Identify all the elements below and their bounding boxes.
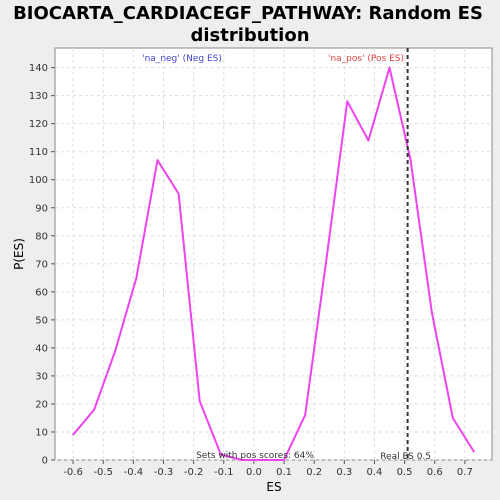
axes: -0.6 -0.5 -0.4 -0.3 -0.2 -0.1 0.0 0.1 0.2 0.3 0.4 0… [29, 63, 473, 478]
data-point [177, 192, 180, 195]
chart-title-line1: BIOCARTA_CARDIACEGF_PATHWAY: Random ES [13, 3, 483, 24]
data-point [304, 414, 307, 417]
x-tick-label: 0.5 [397, 467, 413, 478]
data-point [367, 139, 370, 142]
data-point [198, 400, 201, 403]
y-tick-label: 0 [42, 456, 48, 467]
pos-scores-label: Sets with pos scores: 64% [196, 451, 314, 461]
y-tick-label: 140 [29, 63, 48, 74]
y-tick-label: 30 [35, 371, 48, 382]
data-point [219, 453, 222, 456]
x-axis-label: ES [266, 480, 281, 494]
real-es-marker: Real ES 0.5 [380, 48, 431, 462]
x-tick-label: 0.6 [427, 467, 443, 478]
data-point [93, 408, 96, 411]
data-point [114, 349, 117, 352]
x-tick-label: -0.4 [124, 467, 144, 478]
distribution-line [72, 66, 475, 461]
data-point [72, 433, 74, 436]
data-point [409, 159, 412, 162]
y-tick-label: 50 [35, 315, 48, 326]
y-tick-label: 90 [35, 203, 48, 214]
neg-es-label: 'na_neg' (Neg ES) [142, 54, 222, 64]
data-point [135, 276, 138, 279]
data-point [262, 459, 264, 461]
data-point [156, 159, 159, 162]
pos-es-label: 'na_pos' (Pos ES) [328, 54, 404, 64]
x-tick-label: -0.5 [93, 467, 113, 478]
y-axis-label: P(ES) [12, 238, 26, 270]
data-point [346, 100, 349, 103]
data-point [388, 66, 391, 69]
data-point [240, 459, 243, 461]
series [72, 66, 475, 461]
x-tick-label: -0.6 [63, 467, 83, 478]
data-point [325, 260, 328, 262]
y-tick-label: 120 [29, 119, 48, 130]
data-point [430, 310, 433, 313]
y-tick-label: 110 [29, 147, 48, 158]
data-point [283, 459, 285, 461]
y-tick-label: 10 [35, 427, 48, 438]
data-point [451, 417, 454, 419]
data-point [473, 450, 475, 453]
y-tick-label: 80 [35, 231, 48, 242]
y-tick-label: 40 [35, 343, 48, 354]
x-tick-label: 0.1 [276, 467, 292, 478]
y-tick-label: 20 [35, 399, 48, 410]
x-tick-label: -0.3 [154, 467, 174, 478]
x-tick-label: 0.0 [246, 467, 262, 478]
chart-title-line2: distribution [190, 25, 309, 46]
x-tick-label: 0.3 [336, 467, 352, 478]
y-tick-label: 100 [29, 175, 48, 186]
x-tick-label: 0.2 [306, 467, 322, 478]
y-tick-label: 70 [35, 259, 48, 270]
x-tick-label: -0.2 [184, 467, 204, 478]
plot-area [54, 47, 493, 461]
x-tick-label: 0.7 [457, 467, 473, 478]
y-tick-label: 60 [35, 287, 48, 298]
x-tick-label: 0.4 [367, 467, 383, 478]
real-es-label: Real ES 0.5 [380, 452, 431, 462]
y-tick-label: 130 [29, 91, 48, 102]
x-tick-label: -0.1 [214, 467, 234, 478]
